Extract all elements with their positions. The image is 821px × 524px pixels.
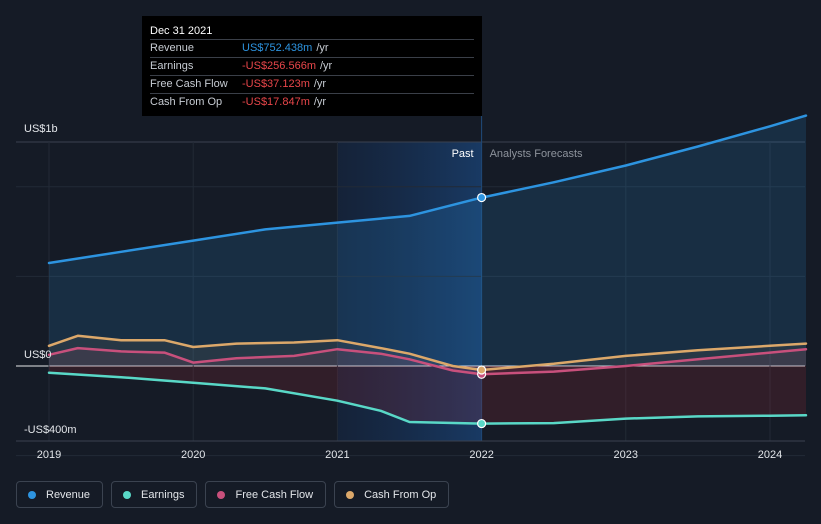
tooltip-row-revenue: Revenue US$752.438m /yr bbox=[150, 39, 474, 57]
chart-legend: Revenue Earnings Free Cash Flow Cash Fro… bbox=[16, 481, 450, 508]
tooltip-value: -US$37.123m bbox=[242, 78, 310, 90]
legend-item-revenue[interactable]: Revenue bbox=[16, 481, 104, 508]
tooltip-unit: /yr bbox=[316, 42, 329, 54]
x-tick-label: 2019 bbox=[37, 449, 61, 461]
past-label: Past bbox=[452, 148, 474, 160]
tooltip-row-cash-from-op: Cash From Op -US$17.847m /yr bbox=[150, 93, 474, 111]
series-area-earnings bbox=[49, 366, 806, 424]
revenue-dot-icon bbox=[28, 490, 36, 499]
data-tooltip: Dec 31 2021 Revenue US$752.438m /yr Earn… bbox=[142, 16, 482, 116]
tooltip-unit: /yr bbox=[320, 60, 333, 72]
series-line-cash-from-op bbox=[47, 334, 808, 372]
x-tick-label: 2020 bbox=[181, 449, 205, 461]
tooltip-label: Revenue bbox=[150, 42, 195, 54]
legend-label: Cash From Op bbox=[364, 488, 437, 501]
marker-revenue bbox=[477, 192, 487, 203]
earnings-dot-icon bbox=[123, 490, 132, 499]
legend-item-cash-from-op[interactable]: Cash From Op bbox=[334, 481, 450, 508]
tooltip-row-earnings: Earnings -US$256.566m /yr bbox=[150, 57, 474, 75]
forecast-label: Analysts Forecasts bbox=[490, 148, 583, 160]
tooltip-label: Free Cash Flow bbox=[150, 78, 228, 90]
legend-item-free-cash-flow[interactable]: Free Cash Flow bbox=[205, 481, 327, 508]
y-tick-label: US$1b bbox=[24, 123, 58, 135]
legend-label: Free Cash Flow bbox=[235, 488, 314, 501]
tooltip-label: Earnings bbox=[150, 60, 194, 72]
series-line-free-cash-flow bbox=[47, 346, 808, 376]
tooltip-row-free-cash-flow: Free Cash Flow -US$37.123m /yr bbox=[150, 75, 474, 93]
tooltip-value: -US$256.566m bbox=[242, 60, 316, 72]
cash-from-op-dot-icon bbox=[346, 490, 355, 499]
tooltip-unit: /yr bbox=[313, 78, 327, 90]
tooltip-date: Dec 31 2021 bbox=[150, 25, 213, 37]
legend-label: Revenue bbox=[46, 488, 91, 501]
tooltip-value: -US$17.847m bbox=[242, 96, 310, 108]
free-cash-flow-dot-icon bbox=[217, 490, 226, 499]
series-line-earnings bbox=[47, 371, 808, 425]
tooltip-unit: /yr bbox=[313, 96, 327, 108]
legend-item-earnings[interactable]: Earnings bbox=[111, 481, 198, 508]
marker-earnings bbox=[477, 418, 487, 429]
series-line-revenue bbox=[47, 114, 808, 265]
y-tick-label: US$0 bbox=[24, 349, 52, 361]
x-tick-label: 2022 bbox=[469, 449, 493, 461]
legend-label: Earnings bbox=[141, 488, 185, 501]
tooltip-label: Cash From Op bbox=[150, 96, 223, 108]
x-tick-label: 2021 bbox=[325, 449, 349, 461]
highlight-band bbox=[337, 142, 482, 441]
y-tick-label: -US$400m bbox=[24, 424, 77, 436]
series-area-revenue bbox=[49, 115, 806, 366]
tooltip-value: US$752.438m bbox=[242, 42, 313, 54]
x-tick-label: 2023 bbox=[614, 449, 638, 461]
marker-cash-from-op bbox=[477, 365, 487, 375]
x-tick-label: 2024 bbox=[758, 449, 782, 461]
